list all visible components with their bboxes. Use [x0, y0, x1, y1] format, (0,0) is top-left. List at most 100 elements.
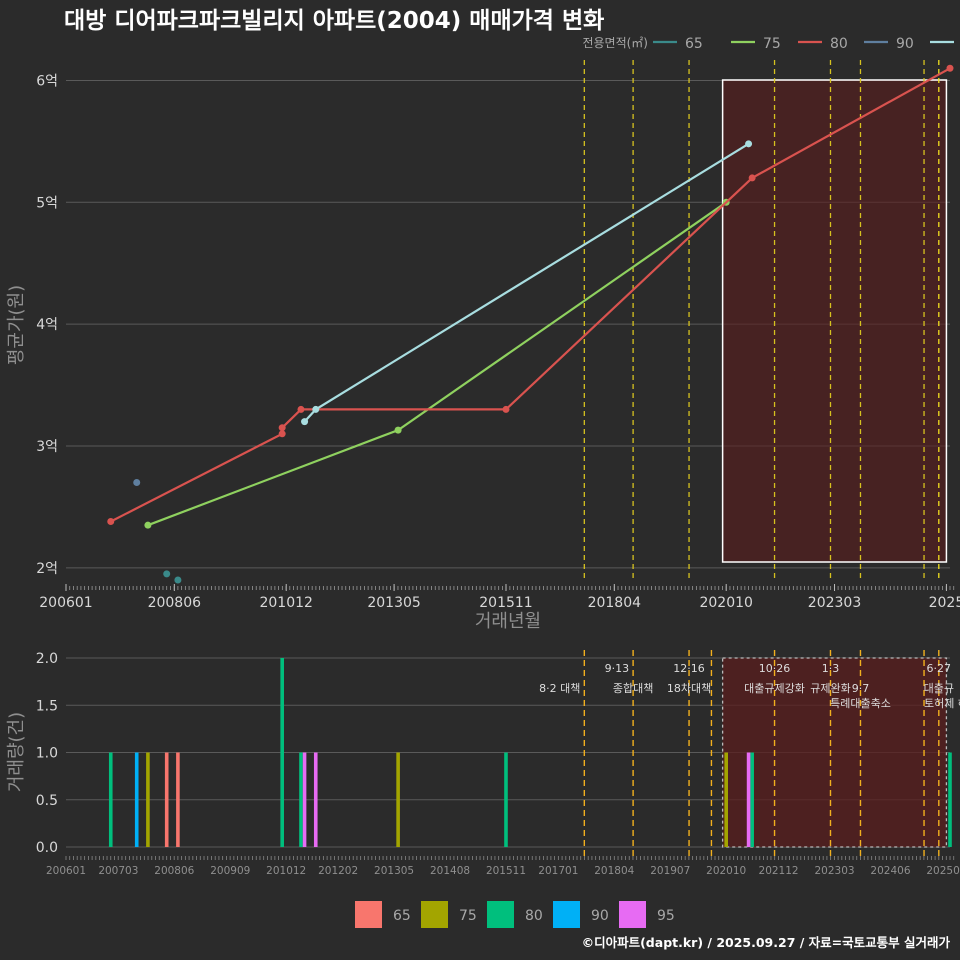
- x-tick-label: 200601: [46, 865, 86, 877]
- legend-swatch-90: [553, 901, 580, 928]
- x-tick-label: 202010: [699, 595, 752, 611]
- bar-95: [313, 752, 318, 847]
- policy-annotation: 대출규제강화: [744, 682, 805, 695]
- x-tick-label: 201202: [318, 865, 358, 877]
- legend-label-80: 80: [525, 908, 543, 924]
- price-line-plot: 2억 3억 4억 5억 6억 200601 200806 201012 201305 201511…: [6, 60, 960, 632]
- chart-title: 대방 디어파크파크빌리지 아파트(2004) 매매가격 변화: [64, 8, 604, 34]
- x-tick-label: 201511: [479, 595, 532, 611]
- source-caption: ©디아파트(dapt.kr) / 2025.09.27 / 자료=국토교통부 실…: [582, 935, 951, 950]
- data-point-80: [946, 64, 954, 72]
- x-tick-label: 201012: [259, 595, 312, 611]
- x-tick-label: 201305: [367, 595, 420, 611]
- x-tick-label: 201701: [538, 865, 578, 877]
- bar-75: [724, 752, 729, 847]
- x-tick-label: 200909: [210, 865, 250, 877]
- x-tick-label: 202406: [870, 865, 910, 877]
- volume-bar-plot: 0.0 0.5 1.0 1.5 2.0 8·2 대책 9·13 종합대책 12·16 18차대책 1…: [6, 650, 960, 877]
- x-tick-label: 200601: [39, 595, 92, 611]
- y-tick-label: 5억: [36, 195, 58, 211]
- legend-swatch-75: [421, 901, 448, 928]
- bar-65: [176, 752, 180, 847]
- y-axis-title: 거래량(건): [6, 712, 27, 792]
- legend-swatch-65: [355, 901, 382, 928]
- data-point-65: [174, 576, 182, 584]
- x-tick-label: 202509: [926, 865, 960, 877]
- data-point-90: [133, 479, 141, 487]
- policy-annotation: 규제완화: [810, 682, 850, 695]
- highlight-region: [721, 657, 948, 848]
- bar-95: [302, 752, 307, 847]
- legend-swatch-80: [487, 901, 514, 928]
- x-tick-label: 201907: [650, 865, 690, 877]
- policy-annotation: 10·26: [759, 662, 791, 675]
- bar-90: [134, 752, 139, 847]
- x-tick-label: 202303: [808, 595, 861, 611]
- data-point-80: [748, 174, 756, 182]
- bar-75: [146, 752, 150, 847]
- legend-swatch-95: [619, 901, 646, 928]
- x-tick-label: 2025: [929, 595, 960, 611]
- legend-label-95: 95: [657, 908, 675, 924]
- y-tick-label: 1.0: [36, 746, 58, 762]
- legend-label-90: 90: [896, 36, 914, 52]
- data-point-80: [278, 424, 286, 432]
- policy-annotation: 6·27: [927, 662, 952, 675]
- highlight-region: [721, 79, 948, 563]
- bar-80: [280, 658, 284, 847]
- policy-annotation: 종합대책: [613, 682, 653, 695]
- bar-80: [948, 752, 952, 847]
- policy-annotation: 12·16: [673, 662, 705, 675]
- bar-75: [396, 752, 400, 847]
- policy-annotation: 18차대책: [667, 682, 711, 695]
- legend-label-75: 75: [459, 908, 477, 924]
- y-tick-label: 4억: [36, 317, 58, 333]
- bar-80: [299, 752, 303, 847]
- x-tick-label: 200806: [148, 595, 202, 611]
- y-axis-title: 평균가(원): [6, 285, 27, 365]
- legend-label-65: 65: [393, 908, 411, 924]
- legend-label-75: 75: [763, 36, 781, 52]
- data-point-80: [297, 405, 305, 413]
- policy-annotation: 대출규: [924, 682, 954, 695]
- data-point-65: [163, 570, 171, 578]
- bottom-legend: 65 75 80 90 95: [355, 901, 675, 928]
- y-tick-label: 6억: [36, 73, 58, 89]
- policy-annotation: 9·7: [852, 682, 870, 695]
- bar-80: [108, 752, 113, 847]
- x-tick-label: 201511: [486, 865, 526, 877]
- policy-annotation: 8·2 대책: [539, 682, 580, 695]
- data-point-95: [312, 405, 320, 413]
- data-point-80: [278, 430, 286, 438]
- bar-65: [164, 752, 169, 847]
- legend-label-80: 80: [830, 36, 848, 52]
- policy-annotation: 토허제 해제: [924, 696, 960, 710]
- x-tick-label: 201804: [594, 865, 634, 877]
- y-tick-label: 3억: [36, 439, 58, 455]
- data-point-80: [107, 518, 115, 526]
- y-tick-label: 0.0: [36, 840, 58, 856]
- data-point-80: [502, 405, 510, 413]
- x-tick-label: 201408: [430, 865, 470, 877]
- x-tick-label: 201305: [374, 865, 414, 877]
- x-tick-label: 202303: [814, 865, 854, 877]
- data-point-75: [144, 521, 152, 529]
- bar-80: [750, 752, 754, 847]
- x-tick-label: 200703: [98, 865, 138, 877]
- x-axis-title: 거래년월: [475, 611, 541, 632]
- x-tick-label: 200806: [154, 865, 194, 877]
- policy-annotation: 9·13: [605, 662, 630, 675]
- bar-95: [746, 752, 751, 847]
- legend-label-65: 65: [685, 36, 703, 52]
- x-tick-label: 202010: [706, 865, 746, 877]
- x-tick-label: 202112: [759, 865, 799, 877]
- x-tick-label: 201804: [588, 595, 642, 611]
- y-tick-label: 1.5: [36, 698, 58, 714]
- bar-80: [504, 752, 508, 847]
- x-tick-label: 201012: [266, 865, 306, 877]
- data-point-95: [745, 140, 753, 148]
- y-tick-label: 0.5: [36, 793, 58, 809]
- policy-annotation: 1·3: [822, 662, 840, 675]
